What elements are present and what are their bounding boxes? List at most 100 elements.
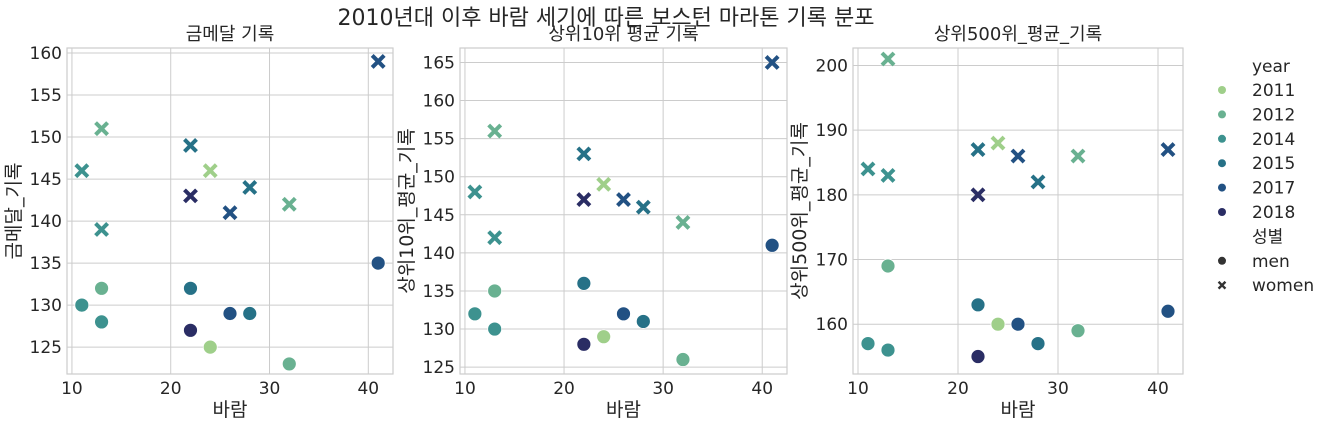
point-men-2012 [880, 258, 896, 274]
point-men-2018 [970, 349, 986, 364]
point-men-2018 [576, 336, 592, 352]
point-women-2017 [222, 205, 238, 221]
subplot-title: 상위500위_평균_기록 [934, 24, 1102, 45]
y-tick-label: 130 [30, 296, 62, 316]
legend-marker-women [1217, 280, 1227, 290]
point-men-2017 [616, 306, 631, 322]
x-tick-label: 40 [751, 379, 773, 399]
point-women-2017 [764, 55, 780, 70]
point-men-2017 [1010, 316, 1026, 332]
point-men-2014 [74, 297, 90, 313]
point-men-2012 [1070, 323, 1086, 339]
x-tick-label: 40 [1147, 379, 1169, 399]
y-tick-label: 150 [423, 168, 455, 188]
y-tick-label: 150 [30, 128, 62, 148]
point-women-2015 [576, 146, 592, 162]
point-women-2014 [487, 230, 503, 246]
point-men-2015 [242, 306, 258, 321]
y-tick-label: 160 [30, 44, 62, 64]
y-tick-label: 190 [816, 121, 848, 141]
axes-frame [459, 47, 788, 375]
point-women-2015 [1030, 174, 1046, 190]
y-tick-label: 130 [423, 320, 455, 340]
point-women-2012 [880, 51, 896, 67]
legend-marker-2018 [1218, 208, 1226, 216]
legend-label-2018: 2018 [1252, 203, 1295, 223]
legend-label-2011: 2011 [1252, 81, 1295, 101]
legend-label-women: women [1252, 276, 1314, 296]
point-women-2014 [467, 184, 483, 200]
y-tick-label: 160 [423, 92, 455, 112]
y-tick-label: 140 [423, 244, 455, 264]
legend-hue-title: year [1252, 57, 1290, 77]
point-men-2012 [281, 356, 297, 372]
x-tick-label: 20 [160, 379, 182, 399]
point-men-2017 [222, 306, 238, 321]
point-men-2015 [183, 280, 198, 296]
point-men-2012 [487, 283, 503, 299]
point-women-2018 [183, 188, 198, 204]
x-axis-label: 바람 [1001, 399, 1036, 421]
y-tick-label: 155 [423, 130, 455, 150]
x-axis-label: 바람 [606, 399, 641, 421]
point-women-2015 [242, 180, 258, 195]
legend-marker-2012 [1218, 110, 1226, 119]
figure-title: 2010년대 이후 바람 세기에 따른 보스턴 마라톤 기록 분포 [338, 6, 875, 31]
point-men-2015 [635, 314, 651, 329]
point-women-2012 [487, 123, 503, 139]
point-women-2012 [1070, 148, 1086, 164]
x-tick-label: 10 [454, 379, 476, 399]
point-women-2012 [675, 214, 691, 230]
point-men-2011 [202, 339, 218, 355]
point-women-2014 [94, 222, 110, 237]
point-men-2012 [675, 352, 691, 367]
subplot-panels: 10 20 30 40 125 130 135 140 145 150 155 160 금메달 기록바람… [3, 24, 1184, 421]
y-axis-label: 상위500위_평균_기록 [789, 122, 811, 300]
y-tick-label: 145 [30, 170, 62, 190]
point-women-2017 [1010, 148, 1026, 164]
y-tick-label: 160 [816, 315, 848, 335]
point-men-2015 [970, 297, 986, 313]
y-tick-label: 140 [30, 212, 62, 232]
point-men-2015 [576, 275, 592, 291]
legend-label-2014: 2014 [1252, 130, 1295, 150]
point-women-2017 [1160, 142, 1176, 157]
legend-marker-2011 [1218, 86, 1226, 94]
y-tick-label: 125 [423, 358, 455, 378]
axes-frame [852, 47, 1184, 375]
x-tick-label: 10 [847, 379, 869, 399]
legend-label-2012: 2012 [1252, 105, 1295, 125]
y-axis-label: 상위10위_평균_기록 [396, 128, 418, 294]
point-women-2015 [635, 199, 651, 215]
point-men-2014 [487, 321, 503, 337]
subplot-1: 10 20 30 40 125 130 135 140 145 150 155 160 금메달 기록바람… [3, 24, 394, 421]
y-tick-label: 180 [816, 186, 848, 206]
x-tick-label: 30 [259, 379, 281, 399]
legend-marker-2017 [1218, 183, 1226, 192]
y-axis-label: 금메달_기록 [3, 163, 25, 260]
legend-style-title: 성별 [1252, 227, 1283, 247]
y-tick-label: 200 [816, 56, 848, 76]
legend-label-2015: 2015 [1252, 154, 1295, 174]
subplot-title: 금메달 기록 [186, 24, 275, 45]
y-tick-label: 125 [30, 338, 62, 358]
point-women-2012 [281, 196, 297, 212]
point-men-2017 [1160, 303, 1176, 319]
point-women-2014 [860, 161, 876, 177]
point-men-2014 [860, 336, 876, 351]
axes-frame [66, 47, 394, 375]
x-tick-label: 40 [357, 379, 379, 399]
y-tick-label: 135 [30, 254, 62, 274]
point-women-2014 [880, 167, 896, 183]
x-tick-label: 30 [652, 379, 674, 399]
point-women-2012 [94, 121, 110, 137]
legend-label-men: men [1252, 252, 1290, 272]
point-men-2015 [1030, 336, 1046, 351]
point-men-2014 [880, 342, 896, 358]
point-women-2015 [970, 142, 986, 157]
point-men-2012 [94, 280, 109, 296]
subplot-title: 상위10위 평균 기록 [548, 24, 698, 45]
legend-marker-2014 [1218, 134, 1226, 143]
